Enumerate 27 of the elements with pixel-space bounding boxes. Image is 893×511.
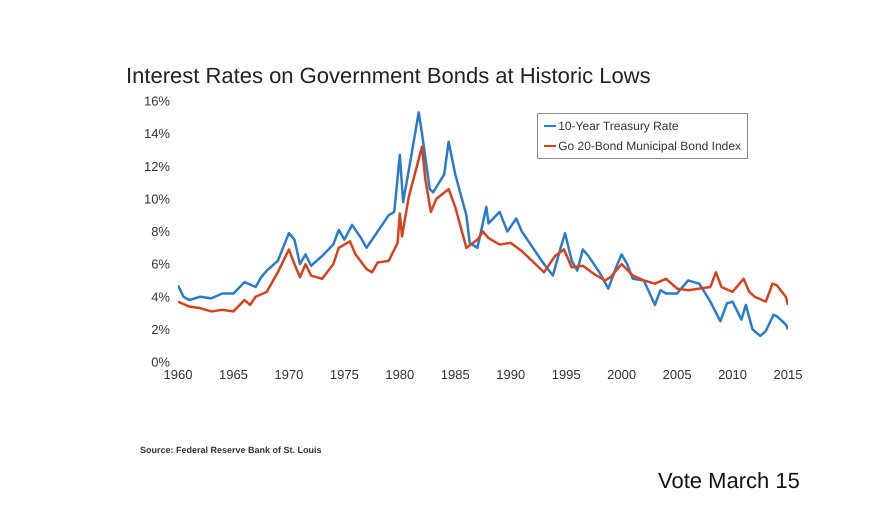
x-tick-label: 1985	[440, 367, 470, 382]
y-tick-label: 8%	[151, 224, 170, 240]
y-tick-label: 6%	[151, 256, 170, 272]
legend-label: 10-Year Treasury Rate	[558, 118, 678, 135]
legend-label: Go 20-Bond Municipal Bond Index	[558, 138, 741, 155]
source-note: Source: Federal Reserve Bank of St. Louis	[140, 445, 322, 455]
y-tick-label: 0%	[151, 354, 170, 370]
x-tick-label: 2015	[774, 367, 802, 382]
line-series	[178, 111, 788, 338]
x-tick-label: 1970	[274, 367, 304, 382]
x-tick-label: 2005	[662, 367, 692, 382]
x-tick-label: 1995	[552, 367, 581, 382]
x-tick-label: 1960	[164, 367, 192, 382]
chart-title: Interest Rates on Government Bonds at Historic Lows	[126, 63, 651, 89]
x-tick-label: 2010	[718, 367, 748, 382]
x-tick-label: 1980	[385, 367, 414, 382]
x-tick-label: 1965	[218, 367, 248, 382]
y-tick-label: 10%	[144, 191, 170, 206]
y-tick-label: 2%	[151, 322, 170, 337]
x-tick-label: 1990	[496, 367, 526, 382]
text: Vote March 15	[658, 468, 800, 494]
y-tick-label: 16%	[144, 94, 170, 109]
x-tick-label: 1975	[330, 367, 359, 382]
y-tick-label: 14%	[144, 126, 170, 142]
y-tick-label: 12%	[144, 158, 170, 174]
y-tick-label: 4%	[151, 289, 170, 304]
x-tick-label: 2000	[607, 367, 636, 382]
